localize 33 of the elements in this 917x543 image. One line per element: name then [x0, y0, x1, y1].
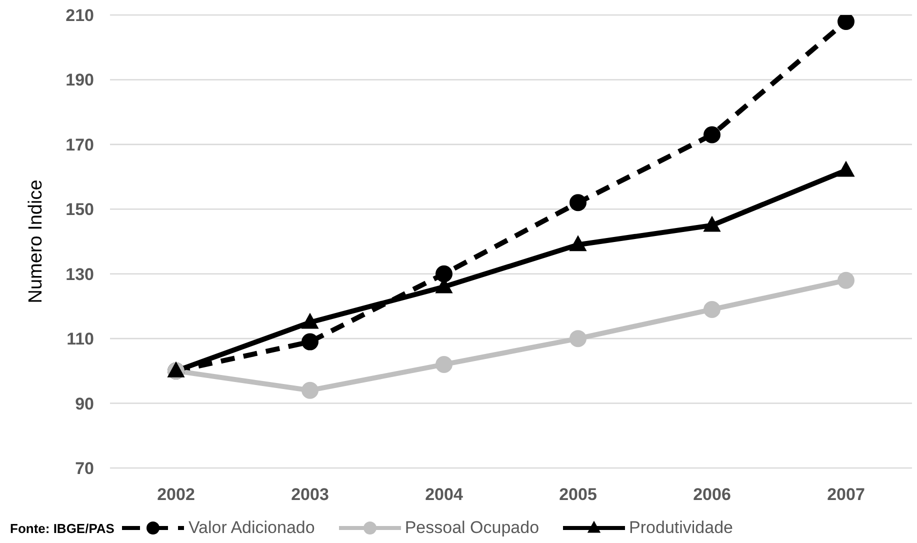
point	[302, 382, 318, 399]
x-tick-label: 2007	[827, 485, 865, 504]
point	[704, 300, 720, 318]
point	[704, 126, 720, 144]
y-tick-label: 110	[66, 330, 94, 349]
source-note: Fonte: IBGE/PAS	[10, 520, 114, 536]
point	[570, 330, 586, 348]
y-axis-title: Numero Indice	[26, 180, 47, 304]
point	[436, 356, 452, 373]
point	[838, 15, 854, 30]
y-tick-label: 210	[66, 6, 94, 26]
point	[301, 312, 319, 329]
legend-label: Valor Adicionado	[188, 518, 315, 538]
y-tick-label: 170	[66, 135, 94, 154]
point	[838, 272, 854, 289]
point	[703, 216, 721, 232]
y-tick-label: 190	[66, 70, 94, 90]
x-tick-label: 2002	[157, 485, 195, 504]
y-tick-label: 150	[66, 200, 94, 220]
legend-label: Pessoal Ocupado	[404, 518, 540, 538]
point	[837, 160, 855, 177]
point	[302, 333, 318, 350]
x-tick-label: 2004	[425, 485, 464, 504]
point	[570, 194, 586, 212]
x-tick-label: 2003	[291, 485, 329, 504]
point	[569, 235, 587, 252]
y-tick-label: 70	[75, 459, 94, 478]
point	[436, 265, 452, 282]
y-tick-label: 130	[66, 264, 94, 284]
y-tick-label: 90	[75, 394, 94, 414]
x-tick-label: 2006	[693, 485, 731, 504]
x-tick-label: 2005	[559, 485, 597, 504]
legend-label: Produtividade	[629, 518, 733, 538]
